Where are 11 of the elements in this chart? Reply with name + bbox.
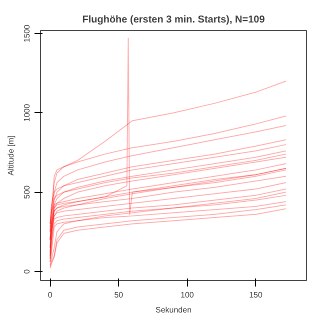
x-tick-label: 0 <box>48 290 53 300</box>
y-tick-label: 1000 <box>22 103 32 122</box>
x-axis-title: Sekunden <box>155 306 192 314</box>
y-tick-label: 1500 <box>22 24 32 42</box>
y-tick-label: 500 <box>22 184 32 199</box>
y-tick-label: 0 <box>22 268 32 274</box>
x-tick-label: 100 <box>180 290 194 300</box>
chart-title: Flughöhe (ersten 3 min. Starts), N=109 <box>82 14 266 26</box>
y-axis-title: Altitude [m] <box>6 135 16 176</box>
x-tick-label: 50 <box>114 290 124 300</box>
x-tick-label: 150 <box>249 290 263 300</box>
